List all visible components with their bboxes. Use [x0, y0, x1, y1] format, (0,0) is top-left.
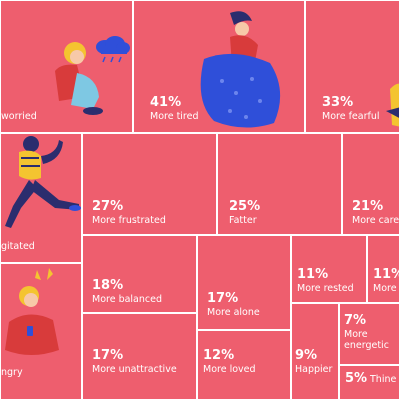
tile-value: 25% — [229, 199, 261, 214]
tile-label: More loved — [203, 364, 256, 375]
tile-label: Thine — [370, 374, 397, 385]
tile-more-fearful: 33% More fearful — [305, 0, 400, 133]
tile-label: More energetic — [344, 329, 389, 351]
tile-value: 21% — [352, 199, 384, 214]
tile-value: 11% — [373, 267, 399, 282]
tile-label: More care — [352, 215, 400, 226]
tile-label: Happier — [295, 364, 333, 375]
tile-value: 18% — [92, 278, 124, 293]
tile-label: More — [373, 283, 397, 294]
tile-label: More fearful — [322, 111, 380, 122]
tile-label: More alone — [207, 307, 260, 318]
tile-more-balanced: 18% More balanced — [82, 235, 197, 313]
tile-more-rested: 11% More rested — [291, 235, 367, 303]
tile-angry: ngry — [0, 263, 82, 400]
tile-value: 9% — [295, 348, 318, 363]
running-person-illustration — [5, 136, 81, 228]
tile-value: 5% — [345, 371, 368, 386]
tile-label: More unattractive — [92, 364, 177, 375]
tile-more-tired: 41% More tired — [133, 0, 305, 133]
tile-more-frustrated: 27% More frustrated — [82, 133, 217, 235]
tile-thinner: 5% Thine — [339, 365, 400, 400]
tile-label: Fatter — [229, 215, 257, 226]
tile-value: 17% — [92, 348, 124, 363]
tile-label: gitated — [1, 241, 35, 252]
tile-label: More balanced — [92, 294, 163, 305]
tile-more-alone: 17% More alone — [197, 235, 291, 330]
tile-value: 12% — [203, 348, 235, 363]
tile-value: 11% — [297, 267, 329, 282]
person-on-cushion-illustration — [200, 11, 281, 128]
tile-happier: 9% Happier — [291, 303, 339, 400]
tile-value: 7% — [344, 313, 367, 328]
tile-label: ngry — [1, 367, 23, 378]
tile-value: 27% — [92, 199, 124, 214]
tile-label: More rested — [297, 283, 354, 294]
tile-worried: worried — [0, 0, 133, 133]
tile-more: 11% More — [367, 235, 400, 303]
tile-more-care: 21% More care — [342, 133, 400, 235]
tile-label: More frustrated — [92, 215, 166, 226]
tile-agitated: gitated — [0, 133, 82, 263]
tile-value: 33% — [322, 95, 354, 110]
tile-value: 41% — [150, 95, 182, 110]
tile-more-loved: 12% More loved — [197, 330, 291, 400]
tile-label: More tired — [150, 111, 199, 122]
tile-more-energetic: 7% More energetic — [339, 303, 400, 365]
tile-label: worried — [1, 111, 37, 122]
tile-more-unattractive: 17% More unattractive — [82, 313, 197, 400]
tile-fatter: 25% Fatter — [217, 133, 342, 235]
rain-cloud-icon — [96, 36, 130, 63]
partial-figure-illustration — [386, 83, 399, 127]
person-hugging-knees-illustration — [55, 42, 103, 115]
angry-person-illustration — [5, 268, 59, 355]
tile-value: 17% — [207, 291, 239, 306]
